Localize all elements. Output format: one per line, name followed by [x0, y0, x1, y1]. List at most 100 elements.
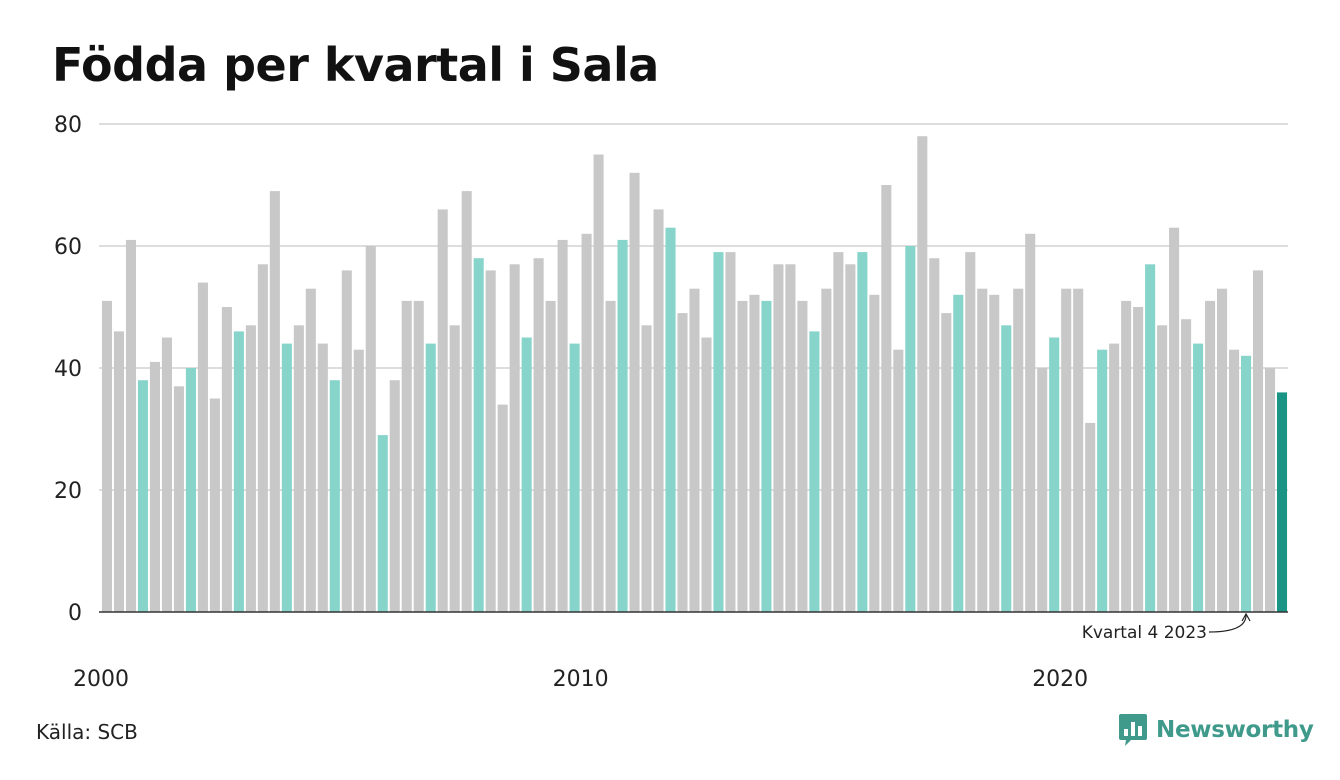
bar — [689, 288, 700, 612]
bar — [1205, 300, 1216, 612]
bar — [917, 136, 928, 612]
bar — [413, 300, 424, 612]
bar — [197, 282, 208, 612]
bar — [293, 325, 304, 612]
bar — [1145, 264, 1156, 612]
bar — [341, 270, 352, 612]
bar — [1169, 227, 1180, 612]
bar — [101, 300, 113, 612]
bar — [1001, 325, 1012, 612]
annotation-arrow — [1208, 614, 1247, 633]
chart-title: Födda per kvartal i Sala — [52, 38, 659, 92]
bar — [185, 368, 196, 612]
x-tick-label: 2020 — [1032, 667, 1088, 692]
bar — [869, 294, 880, 612]
bar — [905, 246, 916, 612]
bar — [149, 361, 160, 612]
chart-bubble-icon — [1119, 714, 1147, 746]
bar — [245, 325, 256, 612]
bar — [1013, 288, 1024, 612]
bar — [1073, 288, 1084, 612]
bar — [833, 252, 844, 612]
bar — [797, 300, 808, 612]
bar — [785, 264, 796, 612]
bar — [821, 288, 832, 612]
bar — [209, 398, 220, 612]
bar — [1037, 368, 1048, 612]
bar — [305, 288, 316, 612]
bar — [965, 252, 976, 612]
bar — [1133, 307, 1144, 612]
axes: 0 20 40 60 80 2000 2010 2020 — [54, 113, 1288, 692]
x-tick-label: 2010 — [553, 667, 609, 692]
bar — [1109, 343, 1120, 612]
bar — [317, 343, 328, 612]
bar — [665, 227, 676, 612]
bar — [1193, 343, 1204, 612]
bar — [1157, 325, 1168, 612]
bar — [497, 404, 508, 612]
annotation-label: Kvartal 4 2023 — [1082, 623, 1207, 643]
bar — [281, 343, 292, 612]
bar — [1121, 300, 1132, 612]
bar — [1264, 368, 1276, 612]
annotation-arrowhead — [1241, 612, 1251, 622]
bar — [857, 252, 868, 612]
bar — [137, 380, 149, 612]
bar — [677, 313, 688, 612]
bar — [329, 380, 340, 612]
bar — [701, 337, 712, 612]
x-tick-label: 2000 — [73, 667, 129, 692]
bar — [521, 337, 532, 612]
bar — [533, 258, 544, 612]
logo-text: Newsworthy — [1156, 717, 1314, 743]
bar — [1240, 355, 1252, 612]
bar — [617, 239, 628, 612]
bar — [473, 258, 484, 612]
bar — [1085, 422, 1096, 612]
bar — [749, 294, 760, 612]
bar — [893, 349, 904, 612]
bar — [257, 264, 268, 612]
y-tick-label: 0 — [68, 601, 82, 626]
bar — [725, 252, 736, 612]
bar — [221, 307, 232, 612]
bar — [461, 191, 472, 612]
bar — [509, 264, 520, 612]
y-tick-label: 20 — [54, 479, 82, 504]
y-tick-label: 60 — [54, 235, 82, 260]
bar — [845, 264, 856, 612]
bar — [353, 349, 364, 612]
source-note: Källa: SCB — [36, 720, 138, 744]
bar — [389, 380, 400, 612]
bar — [485, 270, 496, 612]
bar — [953, 294, 964, 612]
annotation: Kvartal 4 2023 — [1082, 612, 1251, 643]
bar — [713, 252, 724, 612]
bar — [425, 343, 436, 612]
bar — [233, 331, 244, 612]
bar — [449, 325, 460, 612]
bar — [881, 185, 892, 612]
bar — [269, 191, 280, 612]
bar — [977, 288, 988, 612]
bar — [1229, 349, 1240, 612]
bar — [125, 239, 137, 612]
bar — [173, 386, 184, 612]
bar — [1061, 288, 1072, 612]
bar — [941, 313, 952, 612]
bar — [365, 246, 376, 612]
bar — [593, 154, 604, 612]
bar — [1276, 392, 1288, 612]
bar — [437, 209, 448, 612]
bar — [113, 331, 125, 612]
bar — [569, 343, 580, 612]
bar-chart: 0 20 40 60 80 2000 2010 2020 Kvartal 4 2023 — [54, 113, 1288, 692]
bar — [1217, 288, 1228, 612]
bar — [929, 258, 940, 612]
bar — [653, 209, 664, 612]
bar — [581, 233, 592, 613]
bars — [101, 136, 1288, 613]
bar — [545, 300, 556, 612]
newsworthy-logo: Newsworthy — [1118, 713, 1314, 747]
